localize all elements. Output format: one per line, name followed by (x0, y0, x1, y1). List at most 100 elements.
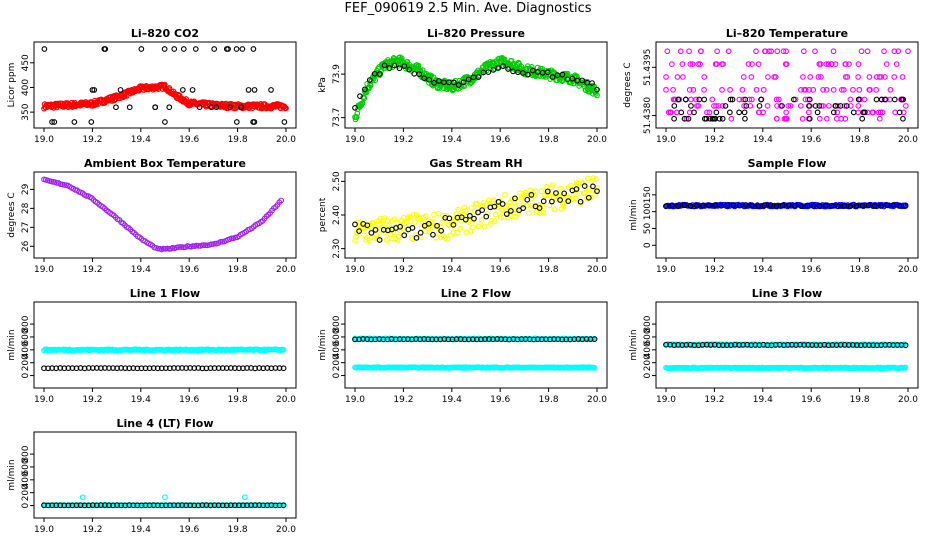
data-point (729, 96, 736, 103)
data-point (860, 109, 867, 116)
x-tick-label: 19.8 (228, 395, 248, 405)
x-tick-label: 20.0 (587, 265, 607, 275)
data-point (469, 224, 476, 231)
data-point (588, 194, 594, 201)
data-point (352, 237, 358, 244)
data-point (783, 48, 789, 55)
data-point (895, 48, 902, 55)
plot-frame (344, 41, 608, 129)
series-line3-cyan-low (663, 364, 909, 372)
data-point (740, 96, 746, 103)
data-point (373, 232, 380, 239)
data-point (471, 215, 477, 222)
data-point (728, 115, 735, 122)
x-tick-label: 19.0 (34, 265, 54, 275)
chart-line1: Line 1 Flow 19.0 19.2 19.4 19.6 19.8 20.0 02004… (7, 287, 297, 405)
data-point (671, 115, 677, 122)
data-point (689, 61, 696, 67)
data-point (805, 96, 811, 103)
data-point (681, 202, 688, 209)
data-point (138, 46, 145, 52)
data-point (378, 227, 385, 233)
data-point (117, 87, 124, 93)
data-point (706, 202, 712, 209)
data-point (843, 103, 850, 109)
plot-area (352, 175, 600, 244)
data-point (783, 115, 789, 122)
data-point (280, 365, 287, 372)
plot-frame (33, 171, 297, 259)
data-point (881, 48, 887, 55)
data-point (858, 48, 865, 55)
data-point (391, 62, 398, 69)
data-point (866, 74, 873, 80)
plot-area (663, 201, 909, 210)
x-tick-label: 19.0 (656, 395, 676, 405)
data-point (395, 233, 402, 240)
data-point (856, 96, 862, 103)
chart-title: Li–820 Pressure (427, 27, 525, 40)
data-point (466, 212, 473, 219)
data-point (213, 104, 220, 111)
data-point (855, 61, 862, 67)
data-point (810, 86, 817, 93)
plot-frame (344, 301, 608, 389)
x-tick-label: 19.2 (704, 265, 724, 275)
data-point (674, 74, 681, 80)
data-point (581, 190, 588, 197)
data-point (411, 70, 418, 77)
data-point (902, 203, 909, 209)
data-point (196, 104, 203, 111)
plot-frame (655, 41, 919, 129)
data-point (462, 216, 469, 223)
chart-temperature: Li–820 Temperature 19.0 19.2 19.4 19.6 19.8 20… (623, 27, 919, 145)
data-point (79, 494, 86, 501)
data-point (745, 61, 752, 67)
series-rh-yellow (352, 175, 600, 244)
data-point (749, 61, 755, 67)
data-point (758, 96, 764, 103)
data-point (431, 79, 437, 86)
data-point (372, 77, 379, 84)
data-point (593, 176, 599, 183)
data-point (835, 203, 841, 209)
series-line1-black (41, 365, 287, 372)
x-tick-label: 19.6 (179, 525, 199, 535)
data-point (701, 74, 708, 80)
y-tick-label: 0 (643, 242, 653, 248)
x-tick-label: 19.4 (442, 135, 462, 145)
plot-frame (655, 301, 919, 389)
data-point (250, 119, 256, 125)
data-point (701, 86, 707, 93)
data-point (670, 86, 676, 93)
data-point (179, 87, 186, 93)
data-point (583, 189, 589, 196)
data-point (233, 119, 240, 125)
x-tick-label: 19.0 (656, 265, 676, 275)
data-point (559, 71, 566, 78)
data-point (700, 202, 706, 209)
data-point (455, 206, 462, 213)
y-axis-label: ml/min (318, 329, 328, 360)
x-tick-label: 19.4 (131, 395, 151, 405)
x-tick-label: 19.0 (34, 525, 54, 535)
data-point (540, 198, 547, 205)
data-point (126, 104, 133, 111)
data-point (679, 61, 686, 67)
data-point (283, 105, 289, 112)
data-point (383, 237, 390, 243)
data-point (806, 115, 813, 122)
data-point (529, 67, 536, 74)
y-axis-label: ml/min (7, 329, 17, 360)
y-tick-label: 350 (21, 103, 31, 120)
x-tick-label: 19.2 (704, 395, 724, 405)
data-point (816, 115, 823, 122)
data-point (551, 206, 558, 213)
data-point (864, 48, 871, 55)
data-point (83, 193, 90, 199)
data-point (760, 86, 767, 93)
data-point (830, 48, 837, 55)
data-point (753, 86, 760, 93)
data-point (687, 202, 694, 209)
data-point (847, 203, 854, 210)
